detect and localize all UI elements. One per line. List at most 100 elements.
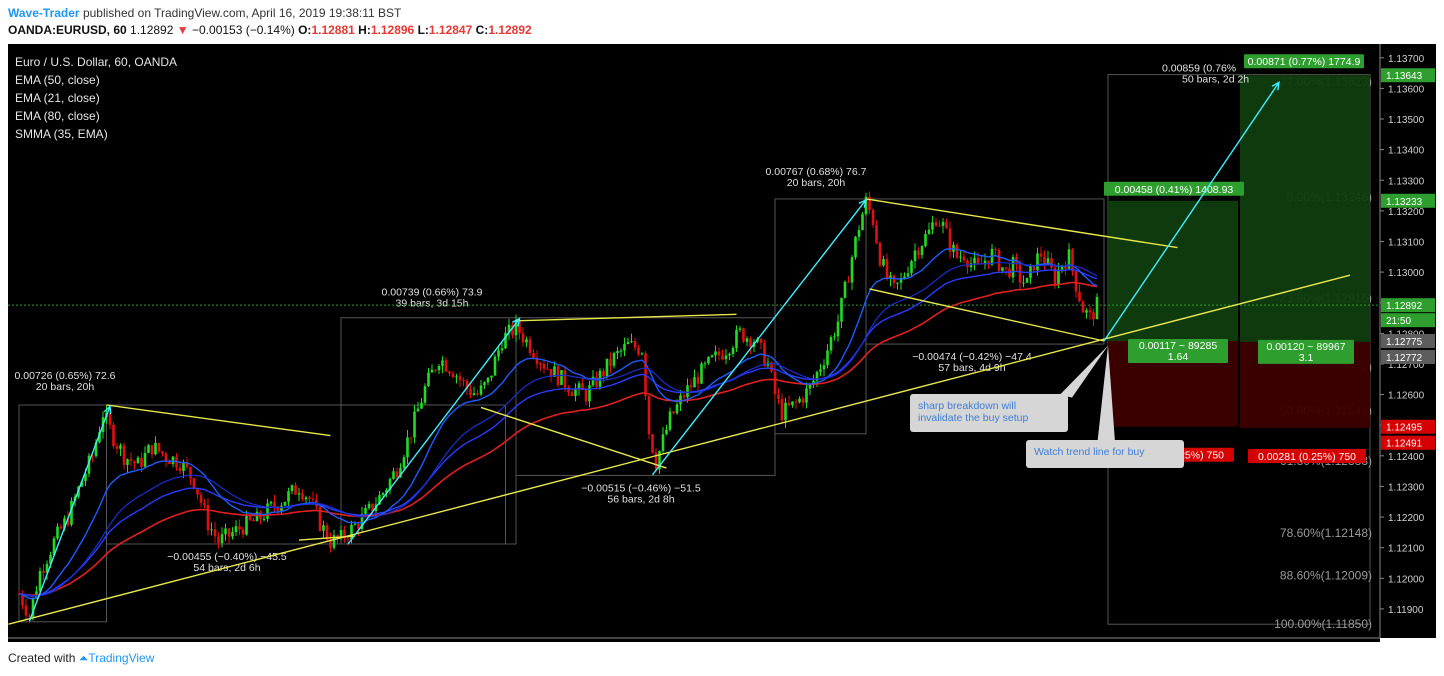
candle-body [87, 455, 91, 474]
trendline-2 [298, 535, 356, 541]
position-2-entry-label-text: 0.00120 ~ 89967 [1266, 341, 1345, 353]
candle-body [122, 445, 126, 465]
candle-body [861, 214, 864, 231]
price-axis-tag-text: 1.12491 [1386, 439, 1423, 450]
tradingview-link[interactable]: TradingView [88, 651, 155, 665]
legend-item-ema80[interactable]: EMA (80, close) [15, 109, 100, 123]
candle-body [385, 489, 388, 494]
legend-item-ema21[interactable]: EMA (21, close) [15, 91, 100, 105]
position-1-entry-label-text: 1.64 [1168, 351, 1189, 363]
publish-line: Wave-Trader published on TradingView.com… [8, 6, 401, 20]
candle-body [24, 605, 28, 616]
candle-body [241, 529, 245, 535]
candle-body [178, 467, 182, 471]
candle-body [479, 385, 483, 395]
candle-body [896, 282, 899, 284]
low-label: L: [417, 23, 429, 37]
candle-body [1067, 249, 1071, 269]
candle-body [910, 261, 913, 274]
candle-body [735, 329, 738, 348]
candle-body [465, 380, 469, 390]
candle-body [843, 281, 847, 298]
price-tick-label: 1.13500 [1388, 115, 1425, 126]
measure-label: −0.00515 (−0.46%) −51.5 [581, 482, 701, 494]
last-price: 1.12892 [130, 23, 174, 37]
candle-body [882, 259, 885, 266]
candle-body [154, 442, 157, 455]
legend-item-ema50[interactable]: EMA (50, close) [15, 73, 100, 87]
candle-body [38, 571, 42, 592]
candle-body [665, 429, 668, 435]
candle-body [675, 404, 679, 414]
candle-body [199, 494, 203, 503]
candle-body [885, 259, 889, 279]
measure-label: 0.00739 (0.66%) 73.9 [382, 287, 483, 299]
candle-body [546, 368, 549, 370]
measure-label: 57 bars, 4d 9h [938, 362, 1005, 374]
legend-title: Euro / U.S. Dollar, 60, OANDA [15, 55, 178, 69]
candle-body [654, 452, 658, 470]
candle-body [49, 554, 52, 564]
candle-body [189, 467, 192, 479]
candle-body [542, 363, 546, 369]
candle-body [367, 503, 371, 509]
price-chart[interactable]: 1.13700 1.13600 1.13500 1.13400 1.13300 1.132… [0, 42, 1444, 642]
candle-body [707, 357, 710, 364]
candle-body [976, 257, 980, 264]
price-tick-label: 1.12100 [1388, 544, 1425, 555]
measure-box [865, 198, 1105, 345]
trendline-4 [480, 406, 667, 469]
candle-body [777, 394, 780, 399]
candle-body [252, 519, 255, 522]
candle-body [266, 503, 269, 519]
breakdown-note[interactable]: sharp breakdown will invalidate the buy … [910, 394, 1068, 432]
candle-body [444, 360, 448, 372]
candle-body [469, 389, 472, 395]
author-link[interactable]: Wave-Trader [8, 6, 80, 20]
candle-body [430, 369, 434, 373]
candle-body [1043, 256, 1046, 265]
candle-body [227, 528, 231, 537]
candle-body [1071, 249, 1074, 272]
close-label: C: [475, 23, 489, 37]
candle-body [45, 563, 49, 573]
measure-box [106, 404, 506, 545]
candle-body [140, 457, 143, 467]
candle-body [693, 377, 696, 388]
candle-body [574, 388, 577, 396]
candle-body [875, 224, 878, 243]
candle-body [1050, 258, 1053, 268]
candle-body [402, 457, 406, 468]
trend-line-note[interactable]: Watch trend line for buy [1026, 440, 1184, 468]
candle-body [343, 530, 346, 539]
candle-body [815, 371, 819, 381]
candle-body [129, 459, 133, 462]
candle-body [731, 347, 735, 354]
candle-body [889, 275, 892, 279]
candle-body [185, 462, 189, 468]
candle-body [997, 249, 1001, 271]
candle-body [798, 398, 801, 403]
price-axis-tag [1381, 193, 1435, 208]
candle-body [651, 434, 654, 453]
candle-body [63, 518, 66, 529]
candle-body [623, 344, 626, 351]
low-value: 1.12847 [428, 23, 473, 37]
candle-body [325, 525, 329, 540]
price-axis-tag-text: 1.12495 [1386, 423, 1423, 434]
candle-body [1095, 296, 1099, 320]
candle-body [490, 375, 493, 378]
fib-level-label: 78.60%(1.12148) [1280, 526, 1372, 540]
open-label: O: [298, 23, 312, 37]
candle-body [1046, 258, 1050, 265]
candle-body [1085, 310, 1088, 313]
candle-body [966, 260, 969, 268]
candle-body [567, 387, 570, 393]
measure-label: −0.00474 (−0.42%) −47.4 [912, 351, 1032, 363]
candle-body [318, 506, 322, 531]
legend-item-smma35[interactable]: SMMA (35, EMA) [15, 127, 108, 141]
price-axis-tag [1381, 313, 1435, 328]
price-axis-tag [1381, 334, 1435, 348]
candle-body [420, 402, 423, 409]
candle-body [1088, 310, 1092, 313]
